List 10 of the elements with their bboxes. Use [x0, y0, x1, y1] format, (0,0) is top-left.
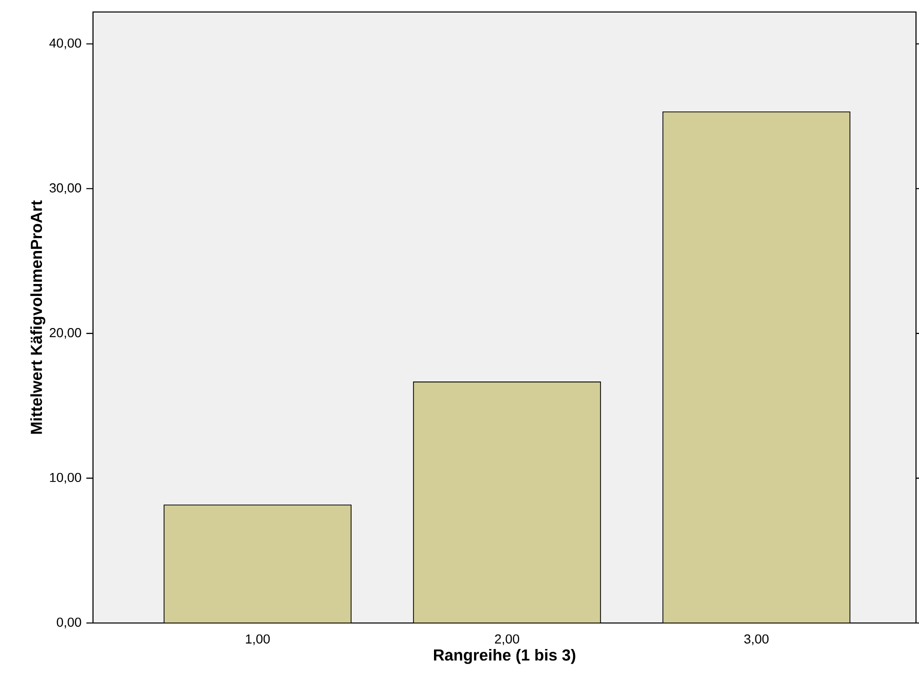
y-tick-label: 20,00	[50, 328, 82, 339]
y-tick-label: 0,00	[56, 618, 82, 628]
y-tick-label: 40,00	[49, 38, 82, 50]
x-tick-label: 2,00	[495, 634, 520, 646]
y-tick-label: 30,00	[50, 183, 82, 194]
y-tick-label: 10,00	[50, 472, 82, 484]
y-axis-title: Mittelwert KäfigvolumenProArt	[30, 200, 46, 434]
x-tick-label: 3,00	[744, 634, 769, 646]
x-axis-title: Rangreihe (1 bis 3)	[434, 648, 576, 664]
x-tick-label: 1,00	[246, 634, 270, 646]
